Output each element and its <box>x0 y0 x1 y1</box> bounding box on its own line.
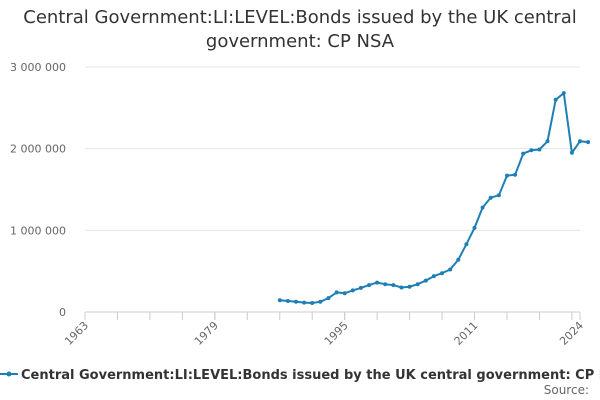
data-point[interactable] <box>358 285 363 290</box>
legend: Central Government:LI:LEVEL:Bonds issued… <box>0 368 600 383</box>
x-tick-label: 1963 <box>62 319 91 348</box>
data-point[interactable] <box>318 299 323 304</box>
data-point[interactable] <box>496 193 501 198</box>
y-tick-label: 0 <box>59 306 66 319</box>
data-point[interactable] <box>399 285 404 290</box>
chart-title: Central Government:LI:LEVEL:Bonds issued… <box>23 7 577 52</box>
data-point[interactable] <box>537 147 542 152</box>
series-line <box>279 92 589 304</box>
y-tick-label: 3 000 000 <box>10 61 66 74</box>
data-point[interactable] <box>553 97 558 102</box>
data-point[interactable] <box>488 195 493 200</box>
legend-label[interactable]: Central Government:LI:LEVEL:Bonds issued… <box>21 368 600 383</box>
series-layer <box>277 91 591 305</box>
data-point[interactable] <box>561 91 566 96</box>
data-point[interactable] <box>391 283 396 288</box>
data-point[interactable] <box>302 300 307 305</box>
data-point[interactable] <box>294 299 298 304</box>
data-point[interactable] <box>472 225 477 230</box>
data-point[interactable] <box>545 139 550 144</box>
data-point[interactable] <box>407 284 412 289</box>
data-point[interactable] <box>375 280 380 285</box>
data-point[interactable] <box>513 172 518 177</box>
data-point[interactable] <box>505 173 509 178</box>
data-point[interactable] <box>415 282 420 287</box>
x-tick-label: 1995 <box>322 319 351 348</box>
data-point[interactable] <box>464 242 469 247</box>
data-point[interactable] <box>578 139 582 144</box>
data-point[interactable] <box>431 274 436 279</box>
axes: 0 1 000 000 2 000 000 3 000 000 1963 1979 1995… <box>10 61 586 348</box>
data-point[interactable] <box>277 298 282 303</box>
data-point[interactable] <box>350 288 355 293</box>
data-point[interactable] <box>440 271 444 276</box>
y-tick-label: 2 000 000 <box>10 143 66 156</box>
legend-point-marker <box>6 371 12 377</box>
data-point[interactable] <box>383 282 388 287</box>
data-point[interactable] <box>521 151 526 156</box>
data-point[interactable] <box>367 283 371 288</box>
data-point[interactable] <box>423 278 428 283</box>
x-tick-label: 1979 <box>192 319 221 348</box>
y-tick-label: 1 000 000 <box>10 224 66 237</box>
grid <box>85 66 580 313</box>
x-tick-label: 2011 <box>452 319 481 348</box>
data-point[interactable] <box>480 205 485 210</box>
data-point[interactable] <box>569 150 574 155</box>
data-point[interactable] <box>586 140 591 145</box>
data-point[interactable] <box>285 299 290 303</box>
data-point[interactable] <box>456 257 461 262</box>
data-point[interactable] <box>334 290 339 295</box>
x-tick-label: 2024 <box>557 319 586 348</box>
data-point[interactable] <box>448 267 453 272</box>
data-point[interactable] <box>342 291 347 296</box>
source-label: Source: <box>544 383 589 397</box>
data-point[interactable] <box>310 301 315 305</box>
data-point[interactable] <box>529 148 534 153</box>
data-point[interactable] <box>326 296 331 301</box>
